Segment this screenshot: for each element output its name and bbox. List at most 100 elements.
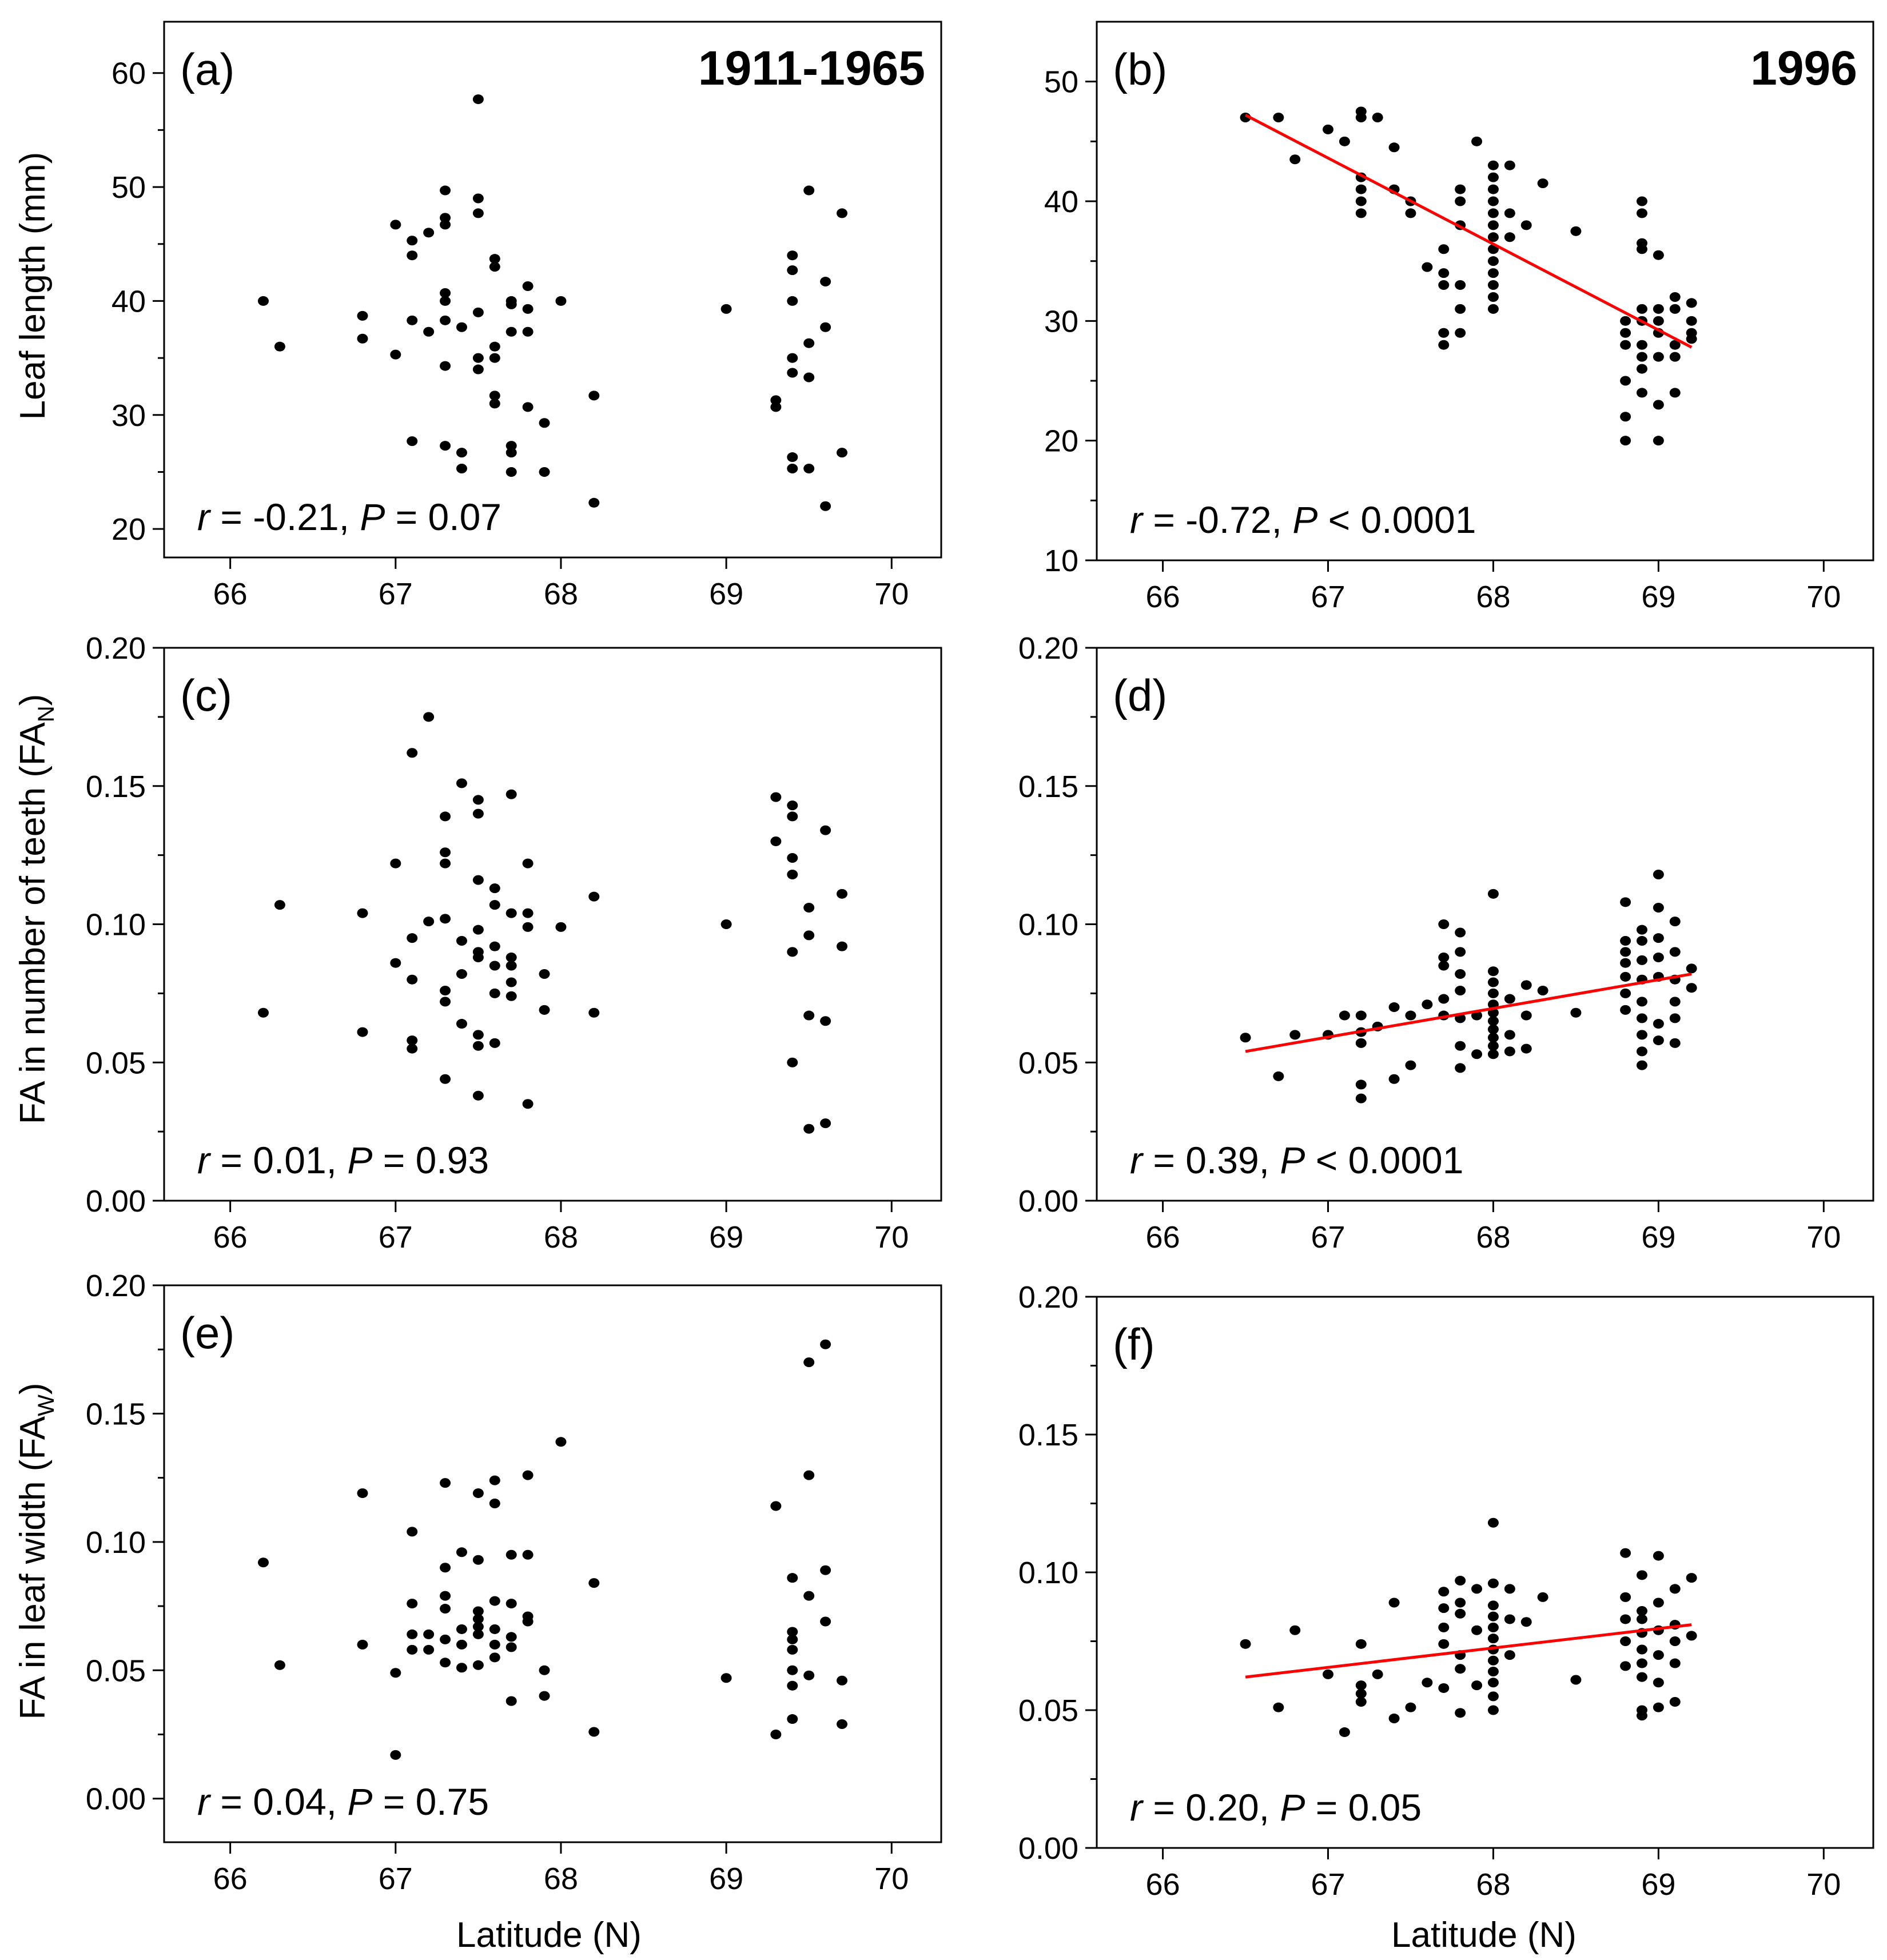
data-point bbox=[522, 1616, 534, 1627]
data-point bbox=[1686, 1631, 1697, 1641]
data-point bbox=[1653, 304, 1664, 314]
data-point bbox=[472, 953, 484, 963]
data-point bbox=[407, 1599, 418, 1609]
data-point bbox=[440, 858, 451, 869]
data-point bbox=[1487, 1049, 1499, 1059]
data-point bbox=[770, 1501, 782, 1511]
data-point bbox=[472, 1030, 484, 1040]
data-point bbox=[1636, 1060, 1647, 1070]
data-point bbox=[522, 1549, 534, 1560]
data-point bbox=[1653, 316, 1664, 326]
data-point bbox=[522, 281, 534, 292]
data-point bbox=[472, 1622, 484, 1632]
data-point bbox=[1422, 1678, 1433, 1688]
data-point bbox=[837, 208, 848, 218]
data-point bbox=[1487, 1024, 1499, 1034]
data-point bbox=[1289, 154, 1301, 165]
data-point bbox=[357, 1639, 368, 1650]
data-point bbox=[1653, 1678, 1664, 1688]
data-point bbox=[456, 463, 467, 473]
data-point bbox=[1487, 196, 1499, 206]
panel-label: (c) bbox=[180, 670, 232, 720]
panel-a: 66 67 68 69 70 20 30 40 50 60 (a) 1911-1965 r = -0.2… bbox=[112, 21, 942, 611]
data-point bbox=[1636, 1606, 1647, 1616]
data-point bbox=[1355, 1680, 1367, 1691]
ylabel-fa-width: FA in leaf width (FAW) bbox=[13, 1383, 59, 1719]
data-point bbox=[1669, 1658, 1681, 1668]
y-tick-label: 20 bbox=[1044, 424, 1078, 459]
data-point bbox=[407, 748, 418, 758]
data-point bbox=[1455, 304, 1466, 314]
data-point bbox=[787, 947, 798, 957]
data-point bbox=[539, 1665, 550, 1675]
panel-c: 66 67 68 69 70 0.00 0.05 0.10 0.15 0.20 (c) r = 0.0… bbox=[86, 631, 942, 1254]
data-point bbox=[407, 1629, 418, 1639]
y-tick-label: 0.05 bbox=[1018, 1046, 1078, 1080]
data-point bbox=[1669, 997, 1681, 1007]
data-point bbox=[1620, 340, 1631, 350]
x-tick-label: 66 bbox=[1146, 1867, 1180, 1902]
data-point bbox=[820, 322, 831, 332]
data-point bbox=[505, 467, 517, 477]
data-point bbox=[770, 395, 782, 405]
y-tick-label: 0.15 bbox=[1018, 770, 1078, 804]
data-point bbox=[1636, 1614, 1647, 1624]
data-point bbox=[440, 220, 451, 230]
data-point bbox=[1636, 1711, 1647, 1721]
x-tick-label: 68 bbox=[1476, 1867, 1510, 1902]
data-point bbox=[1636, 304, 1647, 314]
data-point bbox=[390, 349, 401, 360]
ylabel-fa-teeth: FA in number of teeth (FAN) bbox=[13, 694, 59, 1125]
data-point bbox=[407, 933, 418, 943]
data-point bbox=[440, 315, 451, 325]
data-point bbox=[1620, 988, 1631, 998]
data-point bbox=[787, 463, 798, 473]
data-point bbox=[1487, 1578, 1499, 1588]
data-point bbox=[407, 250, 418, 261]
x-tick-label: 69 bbox=[709, 1220, 743, 1254]
panel-f: 66 67 68 69 70 0.00 0.05 0.10 0.15 0.20 (f) r = 0.2… bbox=[1018, 1280, 1874, 1902]
data-point bbox=[1487, 1041, 1499, 1051]
data-point bbox=[1636, 364, 1647, 374]
y-tick-label: 50 bbox=[112, 170, 146, 205]
data-point bbox=[1355, 1079, 1367, 1090]
data-point bbox=[1487, 268, 1499, 278]
data-point bbox=[1537, 178, 1548, 189]
regression-line bbox=[1245, 973, 1692, 1053]
data-point bbox=[440, 213, 451, 223]
data-point bbox=[1504, 232, 1515, 242]
data-point bbox=[770, 1729, 782, 1739]
data-point bbox=[440, 997, 451, 1007]
data-point bbox=[423, 917, 435, 927]
data-point bbox=[787, 250, 798, 261]
data-point bbox=[390, 858, 401, 869]
data-point bbox=[407, 1035, 418, 1046]
data-point bbox=[1240, 1033, 1251, 1043]
data-point bbox=[820, 1118, 831, 1129]
data-point bbox=[1653, 902, 1664, 913]
data-point bbox=[489, 1475, 500, 1485]
data-point bbox=[1570, 1675, 1582, 1685]
data-point bbox=[407, 1644, 418, 1655]
x-tick-label: 69 bbox=[1641, 1220, 1675, 1254]
data-point bbox=[820, 501, 831, 511]
x-tick-label: 66 bbox=[213, 1220, 248, 1254]
data-point bbox=[1438, 1587, 1450, 1597]
data-point bbox=[787, 1057, 798, 1067]
data-point bbox=[440, 288, 451, 298]
data-point bbox=[1455, 927, 1466, 938]
y-tick-label: 0.20 bbox=[1018, 1280, 1078, 1314]
data-point bbox=[407, 974, 418, 985]
data-point bbox=[1653, 1598, 1664, 1608]
data-point bbox=[1504, 1046, 1515, 1057]
data-point bbox=[1669, 917, 1681, 927]
data-point bbox=[1487, 988, 1499, 998]
data-point bbox=[1323, 124, 1334, 134]
data-point bbox=[440, 185, 451, 196]
data-point bbox=[1455, 1598, 1466, 1608]
data-point bbox=[803, 1010, 815, 1021]
data-point bbox=[803, 1670, 815, 1680]
data-point bbox=[1355, 1697, 1367, 1707]
data-point bbox=[1355, 112, 1367, 122]
data-point bbox=[1620, 971, 1631, 982]
